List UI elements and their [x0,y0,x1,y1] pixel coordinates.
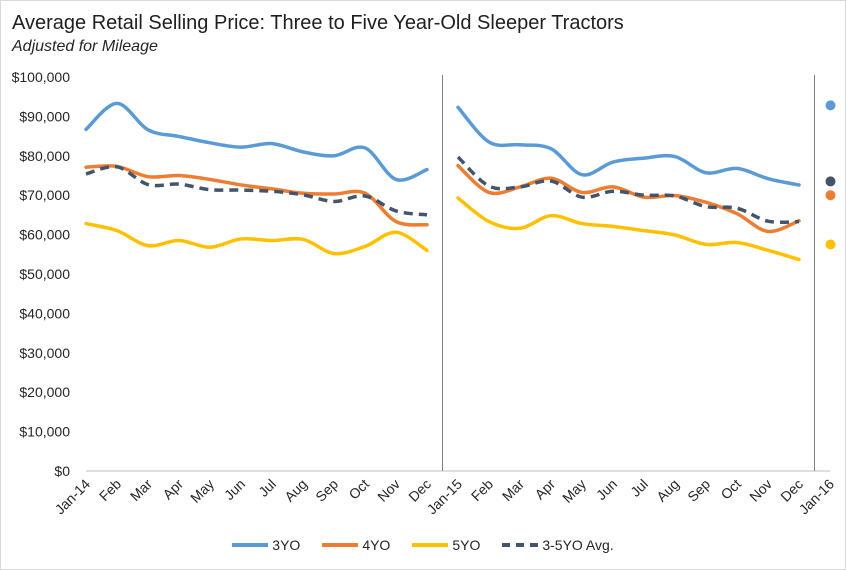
x-tick-label: Nov [374,476,403,505]
x-tick-label: Mar [127,476,156,505]
legend-item-5yo: 5YO [412,537,480,553]
chart-subtitle: Adjusted for Mileage [12,38,158,55]
x-tick-label: Sep [312,476,341,505]
y-tick-label: $0 [54,463,70,479]
legend-swatch-4yo [322,543,359,547]
y-tick-label: $100,000 [12,69,71,85]
series-line-3yo-2015 [456,105,801,187]
y-tick-label: $50,000 [19,266,70,282]
series-line-5yo-2015 [456,196,801,262]
legend-label-3yo: 3YO [272,537,301,553]
legend-label-avg: 3-5YO Avg. [542,537,614,553]
series-line-4yo-2015 [456,163,801,234]
y-tick-label: $30,000 [19,345,70,361]
series-line-3yo-2014 [84,101,429,182]
series-point-avg-2016 [825,176,836,187]
x-tick-label: Feb [468,476,497,505]
legend-swatch-5yo [412,543,449,547]
y-tick-label: $70,000 [19,187,70,203]
chart-title: Average Retail Selling Price: Three to F… [12,12,624,34]
x-tick-label: Jan-16 [796,476,838,518]
y-tick-label: $20,000 [19,384,70,400]
x-tick-label: Jan-15 [424,476,466,518]
series-line-4yo-2014 [84,164,429,227]
y-tick-label: $60,000 [19,227,70,243]
chart-legend: 3YO 4YO 5YO 3-5YO Avg. [0,537,846,553]
legend-item-avg: 3-5YO Avg. [502,537,614,553]
chart-plot: $0 $10,000 $20,000 $30,000 $40,000 $50,000 $60… [12,69,838,518]
x-tick-label: May [559,476,589,506]
x-tick-label: Aug [281,476,310,505]
series-point-4yo-2016 [825,190,836,201]
x-tick-label: Apr [531,476,558,503]
legend-swatch-3yo [232,543,269,547]
x-tick-label: Feb [96,476,125,505]
legend-swatch-avg [502,543,539,547]
y-tick-label: $40,000 [19,305,70,321]
y-tick-label: $80,000 [19,148,70,164]
x-tick-label: Jul [255,476,279,500]
x-tick-label: Jan-14 [52,476,94,518]
legend-label-4yo: 4YO [362,537,391,553]
series-point-5yo-2016 [825,239,836,250]
legend-item-3yo: 3YO [232,537,300,553]
series-line-avg-2015 [456,155,800,225]
x-tick-label: Sep [684,476,713,505]
x-tick-label: Jun [221,476,248,503]
legend-item-4yo: 4YO [322,537,390,553]
x-tick-label: Mar [499,476,528,505]
series-point-3yo-2016 [825,100,836,111]
x-tick-label: Nov [746,476,775,505]
series-line-avg-2014 [85,164,428,217]
x-tick-label: Aug [653,476,682,505]
y-tick-label: $90,000 [19,108,70,124]
x-tick-label: Apr [159,476,186,503]
legend-label-5yo: 5YO [452,537,481,553]
y-tick-label: $10,000 [19,424,70,440]
x-tick-label: Oct [717,476,744,503]
x-tick-label: Oct [345,476,372,503]
x-tick-label: Jul [627,476,651,500]
x-tick-label: May [187,476,217,506]
series-line-5yo-2014 [84,221,429,256]
x-tick-label: Jun [593,476,620,503]
